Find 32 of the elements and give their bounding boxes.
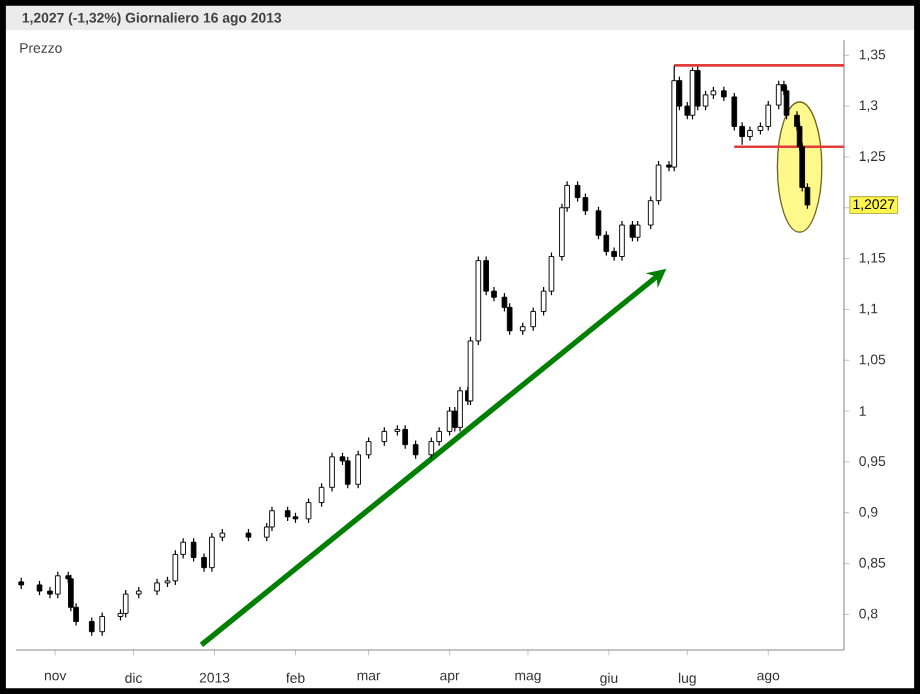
candlestick xyxy=(694,65,701,111)
candlestick xyxy=(88,616,95,637)
candlestick xyxy=(172,549,179,586)
candlestick xyxy=(190,537,197,563)
candlestick xyxy=(344,456,351,489)
candlestick xyxy=(355,450,361,489)
candlestick xyxy=(381,426,388,447)
candlestick xyxy=(689,66,696,120)
candlestick xyxy=(747,125,753,142)
candlestick xyxy=(209,532,215,573)
candlestick xyxy=(318,482,325,508)
candlestick xyxy=(122,589,129,619)
candlestick xyxy=(365,436,372,460)
candlestick xyxy=(54,571,61,599)
candlestick xyxy=(765,100,772,132)
candlestick xyxy=(574,180,581,203)
candlestick xyxy=(99,611,106,637)
candlestick xyxy=(436,426,442,447)
candlestick xyxy=(412,439,419,460)
candlestick xyxy=(619,220,625,262)
candlestick xyxy=(775,80,782,110)
candlestick xyxy=(329,452,335,492)
candlestick xyxy=(457,386,463,433)
candlestick xyxy=(446,406,453,437)
candlestick xyxy=(582,192,589,216)
candlestick xyxy=(530,306,536,332)
candlestick xyxy=(305,497,312,524)
candlestick xyxy=(402,424,409,450)
candlestick xyxy=(731,92,738,132)
candlestick xyxy=(629,220,636,242)
candlestick xyxy=(634,220,641,242)
candlestick xyxy=(428,436,435,460)
